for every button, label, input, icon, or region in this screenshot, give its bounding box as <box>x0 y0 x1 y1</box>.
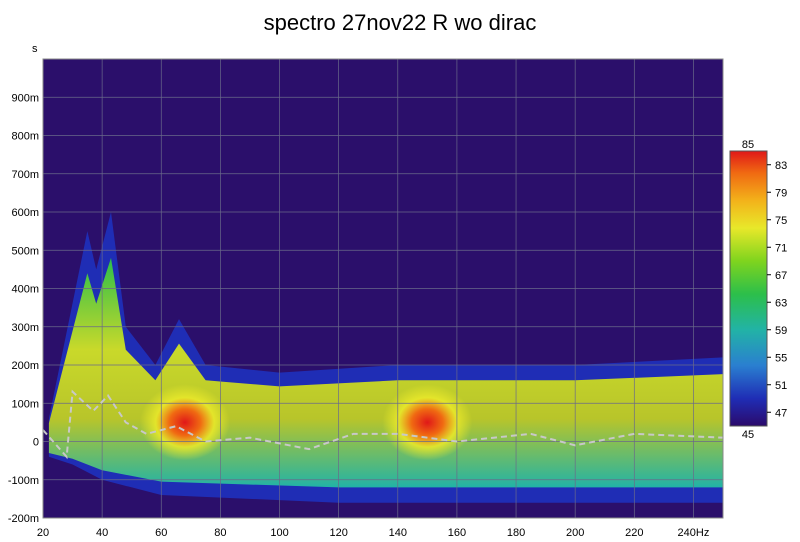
x-tick-label: 220 <box>625 527 643 539</box>
x-tick-label: 120 <box>329 527 347 539</box>
y-tick-label: -100m <box>8 475 39 487</box>
grid-lines <box>42 59 723 519</box>
colorbar-tick-label: 83 <box>775 160 787 172</box>
colorbar-min-label: 45 <box>742 429 754 441</box>
y-tick-label: 0 <box>33 437 39 449</box>
x-tick-label: 20 <box>37 527 49 539</box>
chart-title: spectro 27nov22 R wo dirac <box>264 10 537 35</box>
y-tick-label: 100m <box>11 398 39 410</box>
colorbar-tick-label: 63 <box>775 297 787 309</box>
x-tick-label: 80 <box>214 527 226 539</box>
x-tick-label: 100 <box>270 527 288 539</box>
colorbar-tick-label: 79 <box>775 187 787 199</box>
y-axis-label: s <box>32 43 38 55</box>
x-tick-label: 40 <box>96 527 108 539</box>
x-tick-label: 240Hz <box>678 527 710 539</box>
y-tick-label: -200m <box>8 513 39 525</box>
colorbar-tick-label: 59 <box>775 325 787 337</box>
colorbar-tick-label: 51 <box>775 380 787 392</box>
colorbar-max-label: 85 <box>742 139 754 151</box>
y-tick-label: 700m <box>11 169 39 181</box>
plot-frame <box>42 58 724 519</box>
colorbar-tick-label: 71 <box>775 242 787 254</box>
y-tick-label: 600m <box>11 207 39 219</box>
hotspot-2 <box>382 384 473 461</box>
colorbar-tick-label: 47 <box>775 407 787 419</box>
peak-time-curve <box>43 389 723 460</box>
colorbar-tick-label: 55 <box>775 352 787 364</box>
y-tick-label: 400m <box>11 284 39 296</box>
x-tick-label: 160 <box>448 527 466 539</box>
y-tick-label: 800m <box>11 131 39 143</box>
x-tick-label: 60 <box>155 527 167 539</box>
colorbar-tick-label: 67 <box>775 270 787 282</box>
x-axis-ticks: 20 40 60 80 100 120 140 160 180 200 220 240Hz <box>37 527 709 539</box>
hotspot-1 <box>139 384 230 461</box>
x-tick-label: 180 <box>507 527 525 539</box>
y-tick-label: 900m <box>11 92 39 104</box>
colorbar-ticks: 83 79 75 71 67 63 59 55 51 47 <box>767 160 787 419</box>
y-tick-label: 200m <box>11 360 39 372</box>
y-axis-ticks: 900m 800m 700m 600m 500m 400m 300m 200m 100m 0 -10… <box>8 92 39 525</box>
colorbar-tick-label: 75 <box>775 215 787 227</box>
y-tick-label: 300m <box>11 322 39 334</box>
x-tick-label: 200 <box>566 527 584 539</box>
colorbar <box>729 150 768 427</box>
y-tick-label: 500m <box>11 245 39 257</box>
x-tick-label: 140 <box>389 527 407 539</box>
